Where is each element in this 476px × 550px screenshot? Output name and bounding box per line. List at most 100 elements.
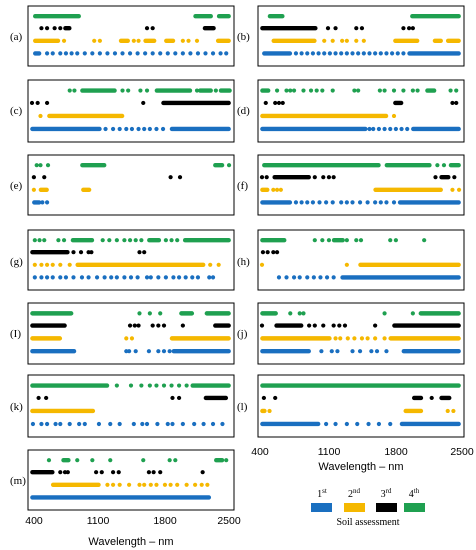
legend-1st-base: 1 [317, 489, 322, 500]
point [329, 349, 334, 354]
point-cluster [215, 38, 231, 43]
point [127, 51, 133, 56]
point [186, 38, 191, 43]
point [280, 100, 285, 106]
point [445, 408, 450, 414]
point-cluster [198, 88, 213, 93]
series-1st [276, 275, 461, 280]
panel-frame [27, 302, 235, 365]
point [165, 421, 170, 427]
point [105, 51, 110, 56]
series-3rd [30, 470, 205, 475]
point [454, 88, 459, 93]
point [44, 421, 50, 427]
point [109, 275, 114, 280]
point-cluster [410, 14, 461, 19]
x-tick-1800-right: 1800 [384, 446, 408, 458]
point [110, 126, 116, 132]
point [325, 26, 331, 31]
point [107, 238, 112, 243]
point [301, 311, 306, 316]
point [90, 458, 95, 463]
point [337, 323, 342, 328]
point [136, 323, 141, 328]
series-1st [32, 275, 216, 280]
point [175, 238, 180, 243]
point [92, 38, 97, 43]
point [143, 51, 148, 56]
point-cluster [80, 88, 117, 93]
point [31, 175, 36, 180]
point [161, 323, 167, 328]
point [103, 126, 108, 132]
point [201, 421, 206, 427]
point-cluster [63, 26, 72, 31]
point [167, 458, 172, 463]
panel-label: (h) [237, 256, 250, 268]
point-cluster [182, 238, 231, 243]
series-2nd [259, 262, 461, 267]
series-1st [32, 200, 50, 205]
point [169, 238, 174, 243]
point-cluster [393, 100, 404, 106]
point [448, 88, 453, 93]
point [117, 482, 122, 487]
point [184, 383, 189, 388]
point [376, 126, 382, 132]
point [374, 349, 380, 354]
point-cluster [169, 126, 231, 132]
point [75, 51, 80, 56]
point [30, 421, 36, 427]
series-3rd [260, 26, 415, 31]
point-cluster [418, 311, 461, 316]
point [314, 88, 319, 93]
point [147, 383, 152, 388]
point-cluster [30, 495, 212, 500]
point [129, 336, 135, 341]
point [321, 323, 326, 328]
point [330, 200, 335, 205]
point [344, 200, 349, 205]
point-cluster [154, 88, 193, 93]
point [161, 383, 167, 388]
point-cluster [80, 163, 107, 168]
point [288, 88, 293, 93]
panel-l: (l) [237, 374, 465, 438]
point [156, 323, 161, 328]
point [429, 395, 434, 401]
point-cluster [340, 275, 461, 280]
point-cluster [262, 163, 381, 168]
series-2nd [260, 187, 462, 192]
point [264, 175, 269, 180]
legend-3rd-sup: rd [386, 487, 392, 495]
point [124, 126, 129, 132]
point-cluster [30, 311, 74, 316]
point [82, 421, 87, 427]
point [89, 250, 94, 255]
series-2nd [271, 38, 461, 43]
point [312, 238, 317, 243]
point [58, 470, 63, 475]
point [274, 88, 280, 93]
point-cluster [445, 38, 461, 43]
point [168, 175, 173, 180]
series-2nd [38, 113, 125, 119]
point-cluster [30, 348, 77, 354]
legend: 1st 2nd 3rd 4th Soil assessment [311, 487, 425, 528]
point [188, 51, 193, 56]
point [391, 113, 397, 119]
point [127, 238, 133, 243]
series-1st [33, 51, 229, 56]
point [44, 395, 49, 401]
point [100, 238, 105, 243]
point [167, 349, 172, 354]
point [117, 126, 122, 132]
point [356, 51, 361, 56]
point [321, 175, 326, 180]
legend-2nd-swatch [344, 503, 365, 512]
point [169, 383, 174, 388]
point [135, 275, 140, 280]
point [50, 262, 55, 267]
series-4th [30, 311, 231, 316]
point [116, 470, 121, 475]
